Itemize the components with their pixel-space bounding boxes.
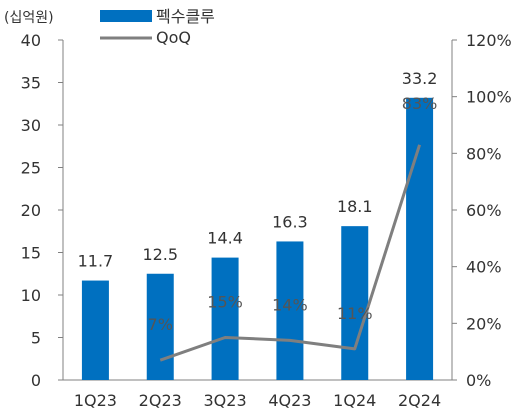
qoq-value-label: 11% <box>337 304 373 323</box>
bar-value-label: 16.3 <box>272 212 308 231</box>
left-axis-ticks: 0 5 10 15 20 25 30 35 40 <box>21 31 63 390</box>
bar-value-label: 18.1 <box>337 197 373 216</box>
qoq-line <box>159 144 422 362</box>
bar <box>146 273 174 380</box>
legend: 펙수클루 QoQ <box>100 7 215 47</box>
right-tick-label: 120% <box>466 31 512 50</box>
bar <box>81 280 109 380</box>
legend-swatch-bar <box>100 10 152 22</box>
left-tick-label: 0 <box>31 371 41 390</box>
left-tick-label: 25 <box>21 159 41 178</box>
right-tick-label: 60% <box>466 201 502 220</box>
legend-label-line: QoQ <box>156 28 191 47</box>
left-tick-label: 30 <box>21 116 41 135</box>
qoq-value-label: 7% <box>148 315 173 334</box>
category-labels: 1Q23 2Q23 3Q23 4Q23 1Q24 2Q24 <box>74 391 441 410</box>
right-tick-label: 0% <box>466 371 491 390</box>
left-tick-label: 20 <box>21 201 41 220</box>
qoq-value-label: 83% <box>402 94 438 113</box>
unit-label: (십억원) <box>4 10 54 26</box>
bar-series <box>81 97 434 381</box>
data-labels: 11.7 12.5 14.4 16.3 18.1 33.2 7% 15% 14% 11% 83% <box>78 69 438 334</box>
left-tick-label: 15 <box>21 244 41 263</box>
left-tick-label: 10 <box>21 286 41 305</box>
category-label: 2Q23 <box>139 391 182 410</box>
category-label: 2Q24 <box>398 391 441 410</box>
bar <box>211 257 239 380</box>
bar <box>341 226 369 380</box>
left-tick-label: 5 <box>31 329 41 348</box>
bar-value-label: 12.5 <box>142 245 178 264</box>
bar <box>406 97 434 381</box>
right-tick-label: 20% <box>466 314 502 333</box>
left-tick-label: 35 <box>21 74 41 93</box>
legend-label-bar: 펙수클루 <box>156 7 215 26</box>
category-label: 1Q24 <box>333 391 376 410</box>
qoq-value-label: 15% <box>207 293 243 312</box>
bar-value-label: 11.7 <box>78 252 114 271</box>
bar-value-label: 14.4 <box>207 229 243 248</box>
category-label: 4Q23 <box>268 391 311 410</box>
line-series <box>159 144 422 362</box>
right-tick-label: 40% <box>466 258 502 277</box>
left-tick-label: 40 <box>21 31 41 50</box>
bar-value-label: 33.2 <box>402 69 438 88</box>
right-axis-ticks: 0% 20% 40% 60% 80% 100% 120% <box>452 31 512 390</box>
bar <box>276 241 304 380</box>
right-tick-label: 100% <box>466 88 512 107</box>
qoq-value-label: 14% <box>272 295 308 314</box>
category-label: 1Q23 <box>74 391 117 410</box>
category-label: 3Q23 <box>204 391 247 410</box>
right-tick-label: 80% <box>466 144 502 163</box>
